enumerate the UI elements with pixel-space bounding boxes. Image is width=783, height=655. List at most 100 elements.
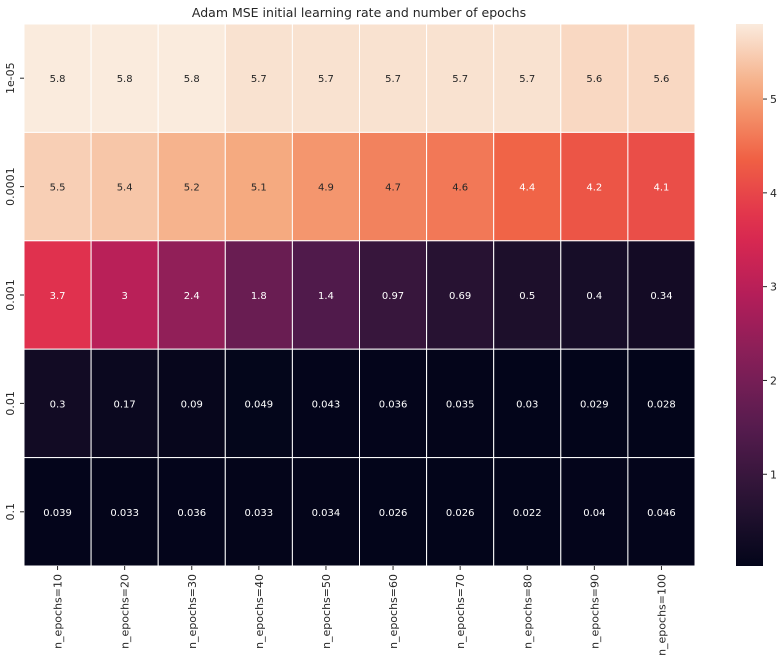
colorbar-gradient [736,24,763,566]
colorbar-tick-label: 2 [770,374,777,387]
cell-value-label: 0.03 [516,399,538,410]
cell-value-label: 0.17 [114,399,136,410]
heatmap-cell [426,348,495,459]
y-tick-labels: 1e-05 0.0001 0.001 0.01 0.1 [4,62,24,521]
cell-value-label: 0.3 [50,399,66,410]
cell-value-label: 0.043 [312,399,341,410]
cell-value-label: 0.028 [647,399,676,410]
heatmap-cell [627,131,696,242]
cell-value-label: 0.026 [379,508,408,519]
heatmap-cell [157,240,226,350]
cell-value-label: 5.7 [385,74,401,85]
heatmap-cell [560,240,629,350]
x-tick-label: n_epochs=100 [655,574,668,655]
heatmap-cell [23,23,92,133]
x-tick-label: n_epochs=50 [320,574,333,649]
x-tick-label: n_epochs=40 [253,574,266,649]
heatmap-cell [224,23,293,133]
cell-value-label: 5.5 [50,183,66,194]
cell-value-label: 5.6 [653,74,669,85]
heatmap-cell [493,23,562,133]
heatmap-cell [90,131,159,242]
x-tick-label: n_epochs=70 [454,574,467,649]
heatmap-cell [23,348,92,459]
cell-value-label: 5.6 [586,74,602,85]
heatmap-cell [627,240,696,350]
heatmap-cell [90,23,159,133]
cell-value-label: 0.049 [245,399,274,410]
cell-value-label: 5.8 [117,74,133,85]
cell-value-label: 5.7 [318,74,334,85]
heatmap-cell [359,348,428,459]
heatmap-cell [493,457,562,567]
y-tick-label: 0.01 [4,391,17,416]
y-tick-label: 0.1 [4,503,17,521]
cell-value-label: 0.022 [513,508,542,519]
heatmap-cells: 5.8 5.8 5.8 5.7 5.7 5.7 5.7 5.7 5.6 5.6 5.5 5.4 5.2 5… [23,23,696,567]
heatmap-cell [291,23,360,133]
cell-value-label: 0.34 [650,291,672,302]
cell-value-label: 0.029 [580,399,609,410]
heatmap-cell [291,240,360,350]
x-tick-label: n_epochs=30 [186,574,199,649]
x-tick-label: n_epochs=60 [387,574,400,649]
x-tick-label: n_epochs=90 [588,574,601,649]
heatmap-cell [560,131,629,242]
heatmap-cell [493,131,562,242]
heatmap-cell [560,457,629,567]
heatmap-cell [224,131,293,242]
x-tick-label: n_epochs=20 [119,574,132,649]
colorbar-tick-label: 3 [770,281,777,294]
cell-value-label: 0.5 [519,291,535,302]
cell-value-label: 5.1 [251,183,267,194]
cell-value-label: 0.036 [177,508,206,519]
cell-value-label: 0.033 [110,508,139,519]
cell-value-label: 5.8 [50,74,66,85]
x-tick-label: n_epochs=10 [52,574,65,649]
cell-value-label: 3.7 [50,291,66,302]
heatmap-cell [157,131,226,242]
heatmap-cell [627,348,696,459]
cell-value-label: 5.2 [184,183,200,194]
heatmap-cell [426,457,495,567]
x-tick-labels: n_epochs=10 n_epochs=20 n_epochs=30 n_epoch… [52,566,668,655]
cell-value-label: 5.7 [251,74,267,85]
heatmap-cell [493,240,562,350]
cell-value-label: 0.09 [181,399,203,410]
y-tick-label: 1e-05 [4,62,17,94]
heatmap-cell [359,23,428,133]
cell-value-label: 5.4 [117,183,133,194]
cell-value-label: 4.7 [385,183,401,194]
cell-value-label: 0.035 [446,399,475,410]
heatmap-cell [359,131,428,242]
heatmap-cell [23,240,92,350]
cell-value-label: 4.2 [586,183,602,194]
cell-value-label: 0.033 [245,508,274,519]
cell-value-label: 3 [121,291,127,302]
heatmap-cell [493,348,562,459]
heatmap-cell [359,457,428,567]
y-tick-label: 0.0001 [4,167,17,206]
colorbar-tick-label: 1 [770,468,777,481]
heatmap-cell [560,348,629,459]
colorbar-tick-label: 5 [770,93,777,106]
heatmap-cell [157,457,226,567]
y-tick-label: 0.001 [4,279,17,311]
cell-value-label: 0.039 [43,508,72,519]
cell-value-label: 4.4 [519,183,535,194]
cell-value-label: 0.034 [312,508,341,519]
cell-value-label: 4.6 [452,183,468,194]
colorbar-tick-label: 4 [770,187,777,200]
heatmap-cell [291,457,360,567]
colorbar: 1 2 3 4 5 [736,24,777,566]
cell-value-label: 0.046 [647,508,676,519]
cell-value-label: 0.04 [583,508,605,519]
heatmap-cell [291,348,360,459]
heatmap-cell [627,23,696,133]
heatmap-cell [426,240,495,350]
cell-value-label: 0.97 [382,291,404,302]
cell-value-label: 1.4 [318,291,334,302]
heatmap-cell [426,131,495,242]
cell-value-label: 0.036 [379,399,408,410]
